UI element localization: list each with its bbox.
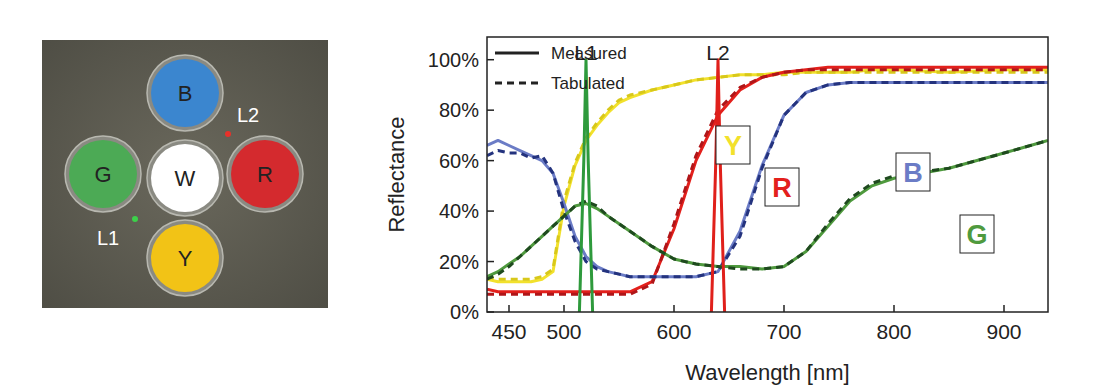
y-tick bbox=[487, 261, 494, 263]
y-axis-label: Reflectance bbox=[384, 116, 409, 232]
x-axis-label: Wavelength [nm] bbox=[685, 360, 849, 385]
y-tick-label: 0% bbox=[450, 301, 479, 323]
series-line bbox=[487, 140, 1048, 279]
y-tick-label: 80% bbox=[439, 99, 479, 121]
disk bbox=[151, 144, 219, 212]
y-tick-label: 60% bbox=[439, 150, 479, 172]
series-label: G bbox=[966, 220, 987, 250]
photo: B G W R Y L1 L2 bbox=[42, 40, 328, 308]
x-tick bbox=[893, 305, 895, 312]
series-line bbox=[487, 70, 1048, 295]
laser-spot bbox=[225, 131, 231, 137]
disk-ring bbox=[147, 55, 223, 131]
x-tick-label: 500 bbox=[546, 320, 581, 343]
x-tick bbox=[563, 305, 565, 312]
disk-label: W bbox=[175, 166, 196, 191]
y-tick-label: 100% bbox=[428, 49, 479, 71]
y-tick bbox=[487, 311, 494, 313]
disk bbox=[151, 224, 219, 292]
x-tick bbox=[1003, 305, 1005, 312]
series-label: Y bbox=[724, 131, 742, 161]
disk bbox=[151, 59, 219, 127]
laser-label: L2 bbox=[237, 104, 259, 126]
series-line bbox=[487, 70, 1048, 282]
disk-label: G bbox=[94, 162, 111, 187]
y-tick bbox=[487, 109, 494, 111]
disk bbox=[69, 140, 137, 208]
x-tick bbox=[673, 305, 675, 312]
laser-series-label: L2 bbox=[706, 41, 729, 64]
series-label-box bbox=[716, 126, 750, 164]
laser-spot bbox=[132, 216, 138, 222]
legend-swatch bbox=[495, 52, 539, 55]
series-line bbox=[579, 60, 592, 312]
x-tick-label: 600 bbox=[656, 320, 691, 343]
x-tick bbox=[508, 305, 510, 312]
disk-ring bbox=[227, 136, 303, 212]
disk-ring bbox=[147, 220, 223, 296]
plot-lines bbox=[487, 60, 1048, 312]
legend-label: Tabulated bbox=[551, 74, 625, 93]
disk-label: R bbox=[257, 162, 273, 187]
series-label-box bbox=[896, 153, 930, 191]
series-line bbox=[487, 67, 1048, 292]
chart: 450 500 600 700 800 900 0% 20% 40% 60% 80% 100% Wave… bbox=[384, 37, 1048, 385]
series-line bbox=[487, 82, 1048, 276]
x-tick-label: 450 bbox=[491, 320, 526, 343]
x-tick bbox=[783, 305, 785, 312]
laser-series-label: L1 bbox=[574, 41, 597, 64]
legend-swatch bbox=[495, 82, 539, 85]
figure: BGWRYL1L24505006007008009000%20%40%60%80… bbox=[0, 0, 1094, 391]
series-line bbox=[487, 72, 1048, 279]
legend: MeasuredTabulated bbox=[495, 44, 627, 93]
disk-ring bbox=[147, 140, 223, 216]
series-label: B bbox=[903, 158, 923, 188]
photo-background bbox=[42, 40, 328, 308]
x-tick-label: 900 bbox=[986, 320, 1021, 343]
disk-ring bbox=[65, 136, 141, 212]
series-line bbox=[487, 82, 1048, 276]
series-label-box bbox=[960, 215, 994, 253]
series-label: R bbox=[772, 173, 792, 203]
series-label-box bbox=[765, 168, 799, 206]
series-line bbox=[711, 60, 724, 312]
y-tick bbox=[487, 210, 494, 212]
disk-label: Y bbox=[178, 246, 193, 271]
disk-label: B bbox=[178, 81, 193, 106]
x-tick-label: 700 bbox=[766, 320, 801, 343]
laser-label: L1 bbox=[97, 227, 119, 249]
y-tick bbox=[487, 160, 494, 162]
x-tick-label: 800 bbox=[876, 320, 911, 343]
y-tick-label: 40% bbox=[439, 200, 479, 222]
plot-frame bbox=[487, 37, 1048, 312]
disk bbox=[231, 140, 299, 208]
y-tick-label: 20% bbox=[439, 251, 479, 273]
y-tick bbox=[487, 59, 494, 61]
